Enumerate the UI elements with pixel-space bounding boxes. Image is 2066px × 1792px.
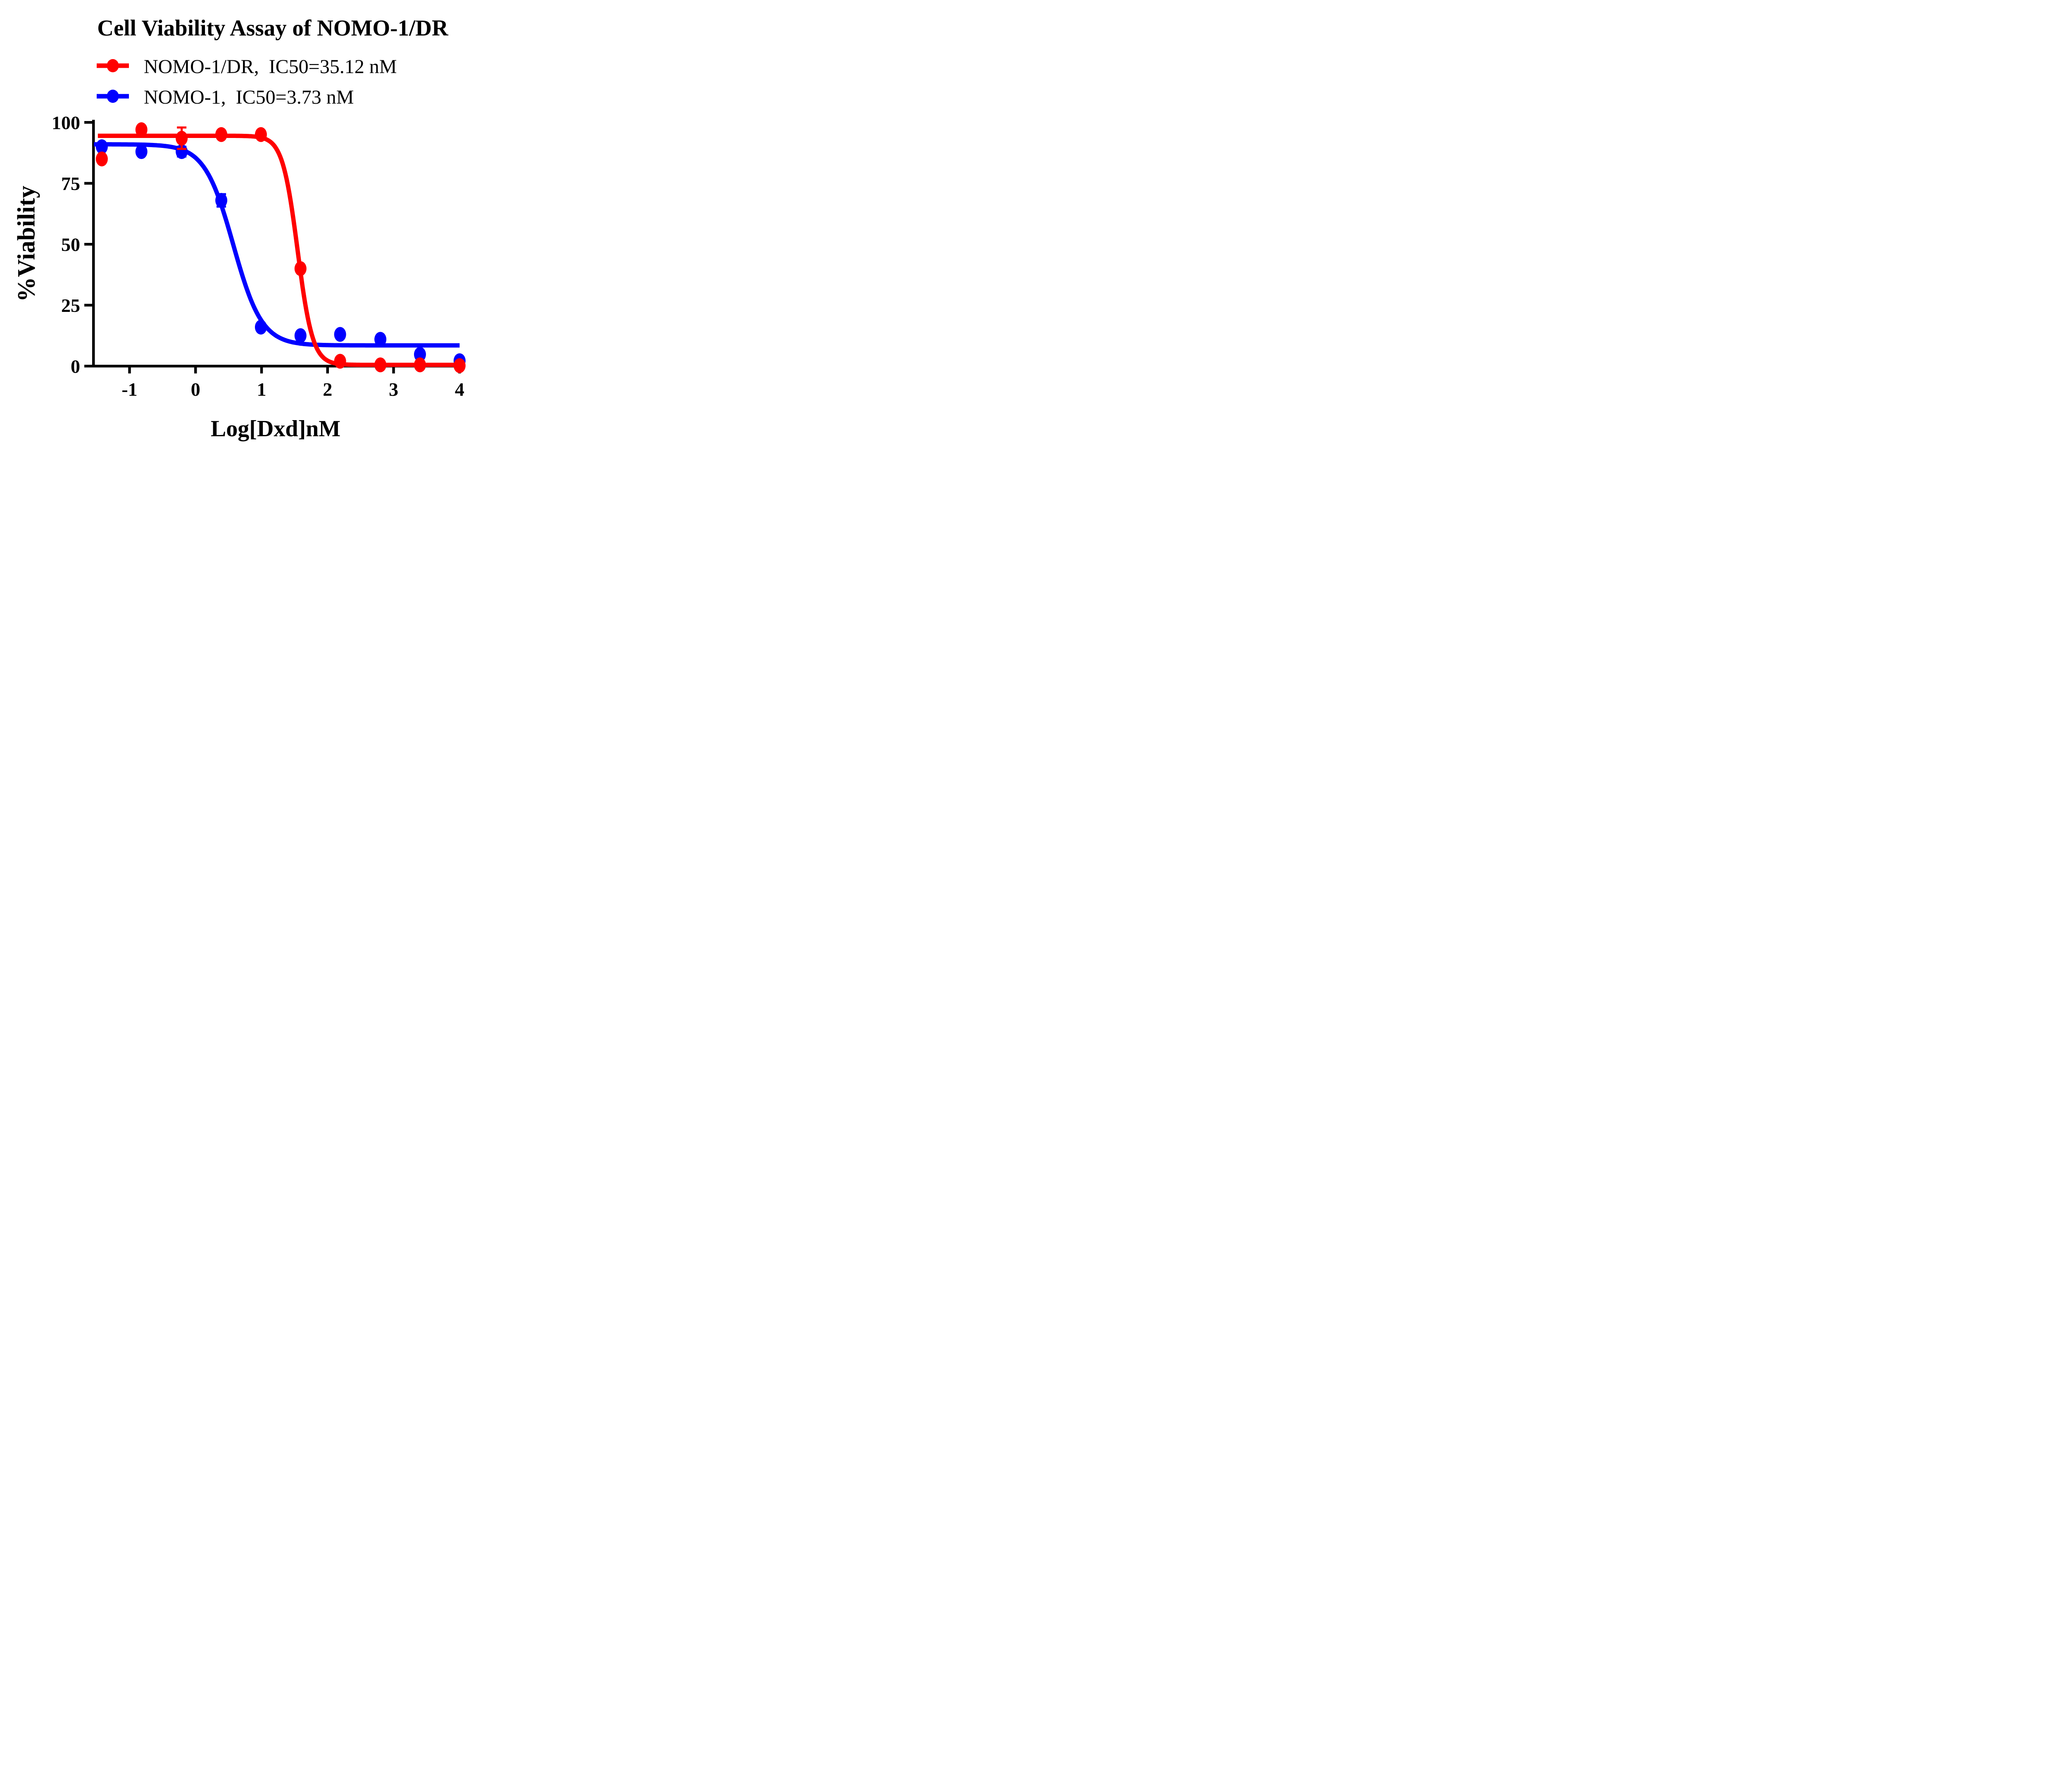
legend-marker-blue-icon	[96, 83, 130, 112]
data-point-NOMO-1/DR	[453, 358, 466, 373]
data-point-NOMO-1/DR	[334, 354, 346, 369]
data-point-NOMO-1/DR	[374, 357, 387, 373]
y-tick-label: 0	[71, 356, 80, 377]
data-point-NOMO-1/DR	[294, 261, 307, 276]
fit-curve-NOMO-1	[94, 142, 460, 348]
legend-item-nomo1dr: NOMO-1/DR, IC50=35.12 nM	[96, 51, 397, 82]
data-point-NOMO-1/DR	[255, 127, 267, 142]
data-point-NOMO-1	[334, 327, 346, 342]
x-tick-label: -1	[121, 379, 137, 400]
data-point-NOMO-1/DR	[215, 127, 228, 142]
y-tick-label: 50	[61, 234, 80, 255]
x-tick-label: 1	[257, 379, 267, 400]
data-point-NOMO-1	[176, 144, 188, 159]
legend-item-nomo1: NOMO-1, IC50=3.73 nM	[96, 82, 397, 112]
y-tick-label: 75	[61, 173, 80, 194]
data-point-NOMO-1	[414, 347, 426, 362]
y-tick-label: 100	[52, 112, 80, 133]
data-point-NOMO-1/DR	[95, 151, 108, 166]
x-tick-label: 0	[191, 379, 200, 400]
data-point-NOMO-1	[374, 332, 387, 347]
data-point-NOMO-1/DR	[135, 122, 148, 137]
data-point-NOMO-1	[95, 139, 108, 154]
x-tick-label: 2	[323, 379, 332, 400]
plot-area: 0 25 50 75 100 -1 0 1 2 3 4	[52, 112, 466, 400]
x-axis-title: Log[Dxd]nM	[210, 416, 341, 442]
data-point-NOMO-1/DR	[414, 357, 426, 373]
data-point-NOMO-1	[135, 144, 148, 159]
data-point-NOMO-1	[255, 319, 267, 335]
legend-label-nomo1dr: NOMO-1/DR, IC50=35.12 nM	[144, 55, 397, 78]
chart-title: Cell Viability Assay of NOMO-1/DR	[97, 15, 448, 40]
y-tick-label: 25	[61, 295, 80, 316]
figure: Cell Viability Assay of NOMO-1/DR NOMO-1…	[0, 0, 518, 448]
x-tick-label: 4	[455, 379, 464, 400]
fit-curve-NOMO-1/DR	[98, 133, 460, 367]
data-point-NOMO-1	[294, 328, 307, 343]
x-tick-label: 3	[389, 379, 398, 400]
data-point-NOMO-1/DR	[176, 131, 188, 146]
legend-label-nomo1: NOMO-1, IC50=3.73 nM	[144, 86, 354, 108]
legend: NOMO-1/DR, IC50=35.12 nM NOMO-1, IC50=3.…	[96, 51, 397, 112]
data-point-NOMO-1	[215, 193, 228, 208]
legend-marker-red-icon	[96, 52, 130, 81]
